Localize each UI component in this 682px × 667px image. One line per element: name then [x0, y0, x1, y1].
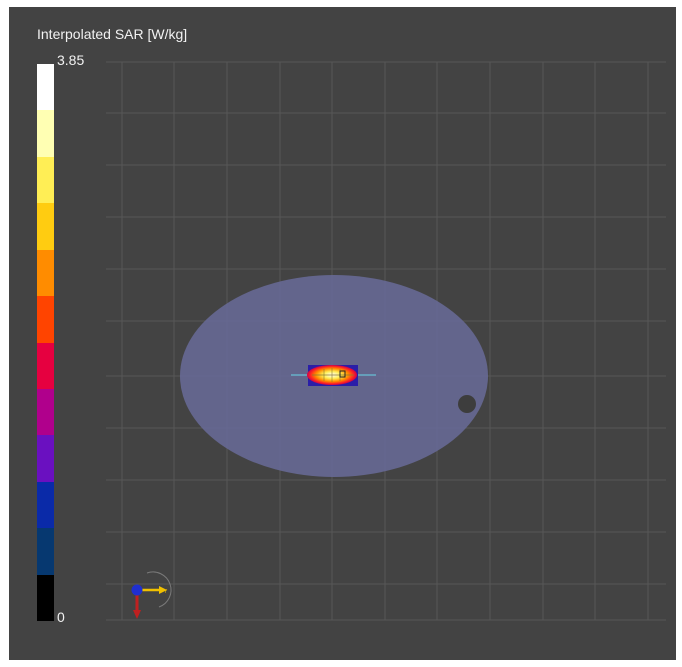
legend-min-label: 0 — [57, 609, 65, 625]
axes-triad[interactable] — [131, 571, 172, 619]
colorbar-swatch — [37, 388, 54, 436]
colorbar-swatch — [37, 435, 54, 482]
sar-hotspot[interactable] — [307, 365, 358, 386]
colorbar-swatch — [37, 249, 54, 297]
phantom-marker — [458, 395, 476, 413]
legend-max-label: 3.85 — [57, 52, 85, 68]
colorbar-swatch — [37, 296, 54, 343]
colorbar-swatch — [37, 203, 54, 250]
colorbar-swatch — [37, 110, 54, 157]
axis-y-label: Y — [164, 589, 168, 595]
colorbar-swatch — [37, 342, 54, 389]
colorbar-swatch — [37, 528, 54, 575]
legend-title: Interpolated SAR [W/kg] — [37, 26, 188, 42]
scene-canvas[interactable]: Y — [9, 7, 676, 660]
colorbar-swatch — [37, 481, 54, 529]
3d-viewport[interactable]: Y Interpolated SAR [W/kg] 3.85 0 — [9, 7, 676, 660]
colorbar-swatch — [37, 574, 54, 622]
colorbar — [37, 64, 54, 622]
colorbar-swatch — [37, 64, 54, 111]
colorbar-swatch — [37, 156, 54, 204]
